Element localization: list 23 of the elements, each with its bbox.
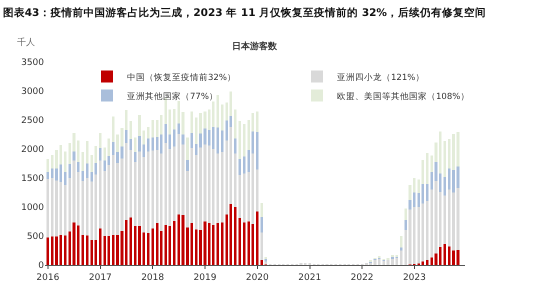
legend-label: 欧盟、美国等其他国家（108%）	[337, 90, 470, 102]
y-tick-label: 500	[26, 232, 44, 242]
x-tick-label: 2021	[298, 272, 322, 283]
x-tick-label: 2020	[246, 272, 270, 283]
legend-label: 亚洲四小龙（121%）	[337, 72, 424, 83]
chart-title: 图表43：疫情前中国游客占比为三成，2023 年 11 月仅恢复至疫情前的 32%，后续仍有修复空间	[2, 6, 486, 20]
y-tick-label: 2000	[21, 145, 44, 156]
x-tick-label: 2018	[141, 272, 164, 283]
y-tick-label: 3000	[21, 87, 44, 98]
x-tick-label: 2017	[88, 272, 112, 283]
legend-label: 中国（恢复至疫情前32%）	[127, 72, 236, 83]
x-tick-label: 2019	[194, 272, 217, 283]
y-axis-title: 千人	[17, 37, 35, 48]
y-tick-label: 0	[38, 261, 44, 272]
y-tick-label: 1000	[21, 203, 44, 214]
x-tick-label: 2022	[350, 272, 374, 283]
chart-subtitle: 日本游客数	[232, 41, 278, 52]
y-tick-label: 2500	[21, 116, 44, 126]
legend-label: 亚洲其他国家（77%）	[127, 90, 218, 102]
y-tick-label: 3500	[21, 58, 44, 68]
x-tick-label: 2023	[402, 272, 426, 283]
y-tick-label: 1500	[21, 174, 44, 184]
x-tick-label: 2016	[36, 272, 60, 283]
